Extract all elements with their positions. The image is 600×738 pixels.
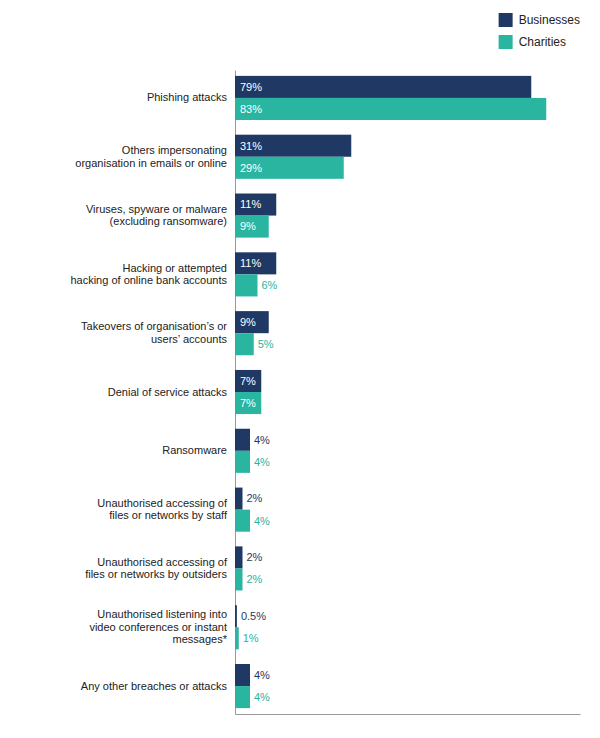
y-tick-label-line: messages*: [173, 633, 228, 645]
bar: [235, 370, 261, 392]
y-tick-label-line: Any other breaches or attacks: [81, 680, 228, 692]
data-label: 0.5%: [241, 610, 266, 622]
y-tick-label: Denial of service attacks: [108, 386, 228, 398]
legend-swatch: [499, 35, 513, 49]
y-tick-label-line: Unauthorised accessing of: [97, 497, 228, 509]
y-tick: Phishing attacks: [147, 91, 228, 103]
y-axis: Phishing attacks Others impersonatingorga…: [70, 71, 235, 715]
data-label: 31%: [240, 140, 262, 152]
bar: [235, 451, 250, 473]
y-tick: Ransomware: [162, 444, 227, 456]
bars: [235, 76, 546, 708]
y-tick-label: Ransomware: [162, 444, 227, 456]
data-label: 4%: [254, 669, 270, 681]
plot: Phishing attacks Others impersonatingorga…: [70, 71, 580, 715]
bar: [235, 568, 243, 590]
data-label: 2%: [247, 551, 263, 563]
bar: [235, 664, 250, 686]
data-label: 9%: [240, 316, 256, 328]
y-tick: Any other breaches or attacks: [81, 680, 228, 692]
y-tick-label-line: Unauthorised accessing of: [97, 556, 228, 568]
y-tick-label-line: Denial of service attacks: [108, 386, 228, 398]
y-tick-label-line: Phishing attacks: [147, 91, 228, 103]
data-label: 79%: [240, 81, 262, 93]
y-tick-label: Phishing attacks: [147, 91, 228, 103]
bar: [235, 605, 237, 627]
bar: [235, 216, 269, 238]
y-tick: Viruses, spyware or malware(excluding ra…: [86, 203, 227, 228]
y-tick-label-line: organisation in emails or online: [75, 157, 227, 169]
data-labels: 79% 31% 11% 11% 9% 7% 4% 2% 2% 0.5% 4% 83% 29% 9% 6% 5%…: [240, 81, 278, 703]
y-tick-label: Others impersonatingorganisation in emai…: [75, 144, 227, 169]
bar: [235, 488, 243, 510]
y-tick-label-line: hacking of online bank accounts: [70, 274, 227, 286]
data-label: 11%: [240, 198, 261, 210]
data-label: 4%: [254, 456, 270, 468]
bar: [235, 627, 239, 649]
y-tick-label: Hacking or attemptedhacking of online ba…: [70, 262, 227, 287]
y-tick: Hacking or attemptedhacking of online ba…: [70, 262, 227, 287]
bar: [235, 546, 243, 568]
data-label: 4%: [254, 515, 270, 527]
y-tick-label: Any other breaches or attacks: [81, 680, 228, 692]
y-tick: Denial of service attacks: [108, 386, 228, 398]
y-tick: Takeovers of organisation’s orusers’ acc…: [81, 320, 227, 345]
legend-swatch: [499, 13, 513, 27]
y-tick: Unauthorised listening intovideo confere…: [89, 608, 227, 645]
y-tick-label-line: files or networks by staff: [109, 509, 228, 521]
bar: [235, 392, 261, 414]
data-label: 1%: [243, 632, 259, 644]
bar: [235, 333, 254, 355]
data-label: 2%: [247, 573, 263, 585]
y-tick-label-line: files or networks by outsiders: [85, 568, 227, 580]
bar: [235, 686, 250, 708]
y-tick-label-line: Ransomware: [162, 444, 227, 456]
y-tick-label: Unauthorised listening intovideo confere…: [89, 608, 227, 645]
y-tick: Unauthorised accessing offiles or networ…: [85, 556, 228, 581]
y-tick-label-line: Hacking or attempted: [122, 262, 227, 274]
data-label: 83%: [240, 103, 262, 115]
legend-label: Businesses: [519, 13, 580, 27]
bar: [235, 157, 344, 179]
bar: [235, 252, 276, 274]
bar: [235, 76, 531, 98]
bar: [235, 510, 250, 532]
legend: Businesses Charities: [499, 13, 580, 49]
y-tick-label: Unauthorised accessing offiles or networ…: [97, 497, 228, 522]
y-tick-label: Viruses, spyware or malware(excluding ra…: [86, 203, 227, 228]
y-tick-label-line: (excluding ransomware): [110, 215, 227, 227]
data-label: 2%: [247, 492, 263, 504]
x-axis-line: [236, 714, 581, 715]
y-tick: Unauthorised accessing offiles or networ…: [97, 497, 228, 522]
legend-item: Businesses: [499, 13, 580, 27]
y-tick-label-line: Takeovers of organisation’s or: [81, 320, 227, 332]
data-label: 4%: [254, 691, 270, 703]
legend-item: Charities: [499, 35, 566, 49]
y-tick-label-line: Unauthorised listening into: [97, 608, 227, 620]
y-tick-label: Unauthorised accessing offiles or networ…: [85, 556, 228, 581]
data-label: 29%: [240, 162, 262, 174]
data-label: 7%: [240, 397, 256, 409]
y-tick: Others impersonatingorganisation in emai…: [75, 144, 227, 169]
data-label: 7%: [240, 375, 256, 387]
bar: [235, 311, 269, 333]
y-tick-label-line: users’ accounts: [151, 333, 228, 345]
bar: [235, 429, 250, 451]
bar: [235, 274, 258, 296]
legend-label: Charities: [519, 35, 566, 49]
bar: [235, 98, 546, 120]
y-tick-label: Takeovers of organisation’s orusers’ acc…: [81, 320, 227, 345]
data-label: 9%: [240, 220, 256, 232]
data-label: 5%: [258, 338, 274, 350]
bar: [235, 194, 276, 216]
bar: [235, 135, 351, 157]
y-tick-label-line: video conferences or instant: [89, 621, 227, 633]
y-tick-label-line: Others impersonating: [122, 144, 227, 156]
y-tick-label-line: Viruses, spyware or malware: [86, 203, 227, 215]
chart: Phishing attacks Others impersonatingorga…: [0, 0, 600, 738]
x-axis: [236, 714, 581, 715]
data-label: 4%: [254, 434, 270, 446]
data-label: 11%: [240, 257, 261, 269]
data-label: 6%: [262, 279, 278, 291]
